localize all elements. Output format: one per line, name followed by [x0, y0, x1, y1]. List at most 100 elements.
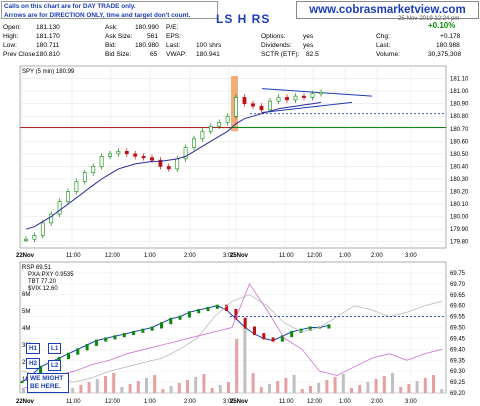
price-candle: [99, 156, 104, 167]
volume-bar: [145, 378, 148, 393]
options-value: yes: [303, 33, 314, 40]
lower-chart-title: RSP 69.51: [22, 265, 52, 271]
dividends-label: Dividends:: [261, 42, 292, 49]
vwap-value: 180.941: [196, 51, 220, 58]
rsp-candle: [215, 304, 219, 309]
price-candle: [251, 103, 255, 107]
volume-bar: [399, 387, 403, 393]
lower-y-tick-label: 69.50: [450, 326, 466, 332]
volume-bar: [432, 375, 435, 393]
main-y-tick-label: 180.70: [450, 127, 469, 133]
dividends-value: yes: [303, 42, 314, 49]
volume-tick-label: 6M: [22, 292, 30, 298]
rsp-candle: [299, 328, 303, 333]
volume-bar: [227, 382, 230, 393]
main-x-tick-label: 2:00: [184, 253, 196, 259]
volume-bar: [300, 389, 304, 393]
price-candle: [242, 97, 247, 104]
lower-legend-entry: $VIX 12.60: [28, 286, 58, 292]
volume-bar: [235, 339, 239, 393]
main-x-tick-label: 3:00: [223, 253, 235, 259]
rsp-candle: [141, 328, 145, 333]
site-url[interactable]: www.cobrasmarketview.com: [296, 1, 479, 19]
price-candle: [116, 151, 121, 155]
rsp-candle: [113, 335, 117, 340]
price-candle: [293, 95, 298, 101]
lower-x-tick-label: 11:00: [66, 399, 81, 405]
open-label: Open:: [3, 24, 21, 31]
main-y-tick-label: 180.40: [450, 164, 469, 170]
volume-bar: [276, 381, 280, 393]
volume-bar: [95, 379, 99, 393]
price-candle: [124, 151, 129, 155]
volume-tick-label: 1M: [22, 377, 30, 383]
main-y-tick-label: 180.30: [450, 177, 469, 183]
volume-bar: [284, 378, 288, 393]
rsp-candle: [290, 330, 294, 338]
volume-bar: [325, 380, 329, 393]
price-candle: [74, 181, 79, 192]
notice-line-1: Calls on this chart are for DAY TRADE on…: [4, 3, 136, 10]
volume-bar: [251, 373, 255, 393]
triangle-top-line: [261, 88, 373, 97]
volume-bar: [136, 381, 140, 393]
main-x-tick-label: 22Nov: [16, 253, 35, 259]
price-candle: [82, 172, 87, 182]
volume-bar: [366, 382, 370, 393]
header-date: 25-Nov-2019 12:24 pm: [398, 16, 460, 22]
rsp-candle: [85, 343, 89, 351]
volume-bar: [341, 374, 345, 393]
annotation-h2: H2: [26, 358, 41, 369]
volume-bar: [391, 373, 394, 393]
ask-size-label: Ask Size:: [105, 33, 133, 40]
volume-value: 30,375,308: [428, 51, 462, 58]
lower-x-tick-label: 2:00: [371, 399, 383, 405]
ask-size-value: 561: [147, 33, 159, 40]
volume-bar: [382, 376, 386, 393]
lower-x-tick-label: 2:00: [184, 399, 196, 405]
rsp-candle: [150, 326, 154, 331]
price-candle: [268, 100, 272, 111]
main-x-tick-label: 3:00: [405, 253, 417, 259]
main-x-tick-label: 11:00: [279, 253, 294, 259]
main-chart-title: SPY (5 min) 180.99: [22, 69, 75, 75]
rsp-candle: [262, 333, 266, 340]
lower-y-tick-label: 69.30: [450, 369, 466, 375]
volume-bar: [415, 381, 419, 393]
price-candle: [108, 153, 112, 157]
volume-bar: [317, 383, 321, 393]
volume-bar: [407, 384, 411, 393]
lower-legend-entry: TBT 77.20: [28, 279, 57, 285]
low-label: Low:: [3, 42, 17, 49]
triangle-bottom-line: [261, 101, 353, 113]
volume-tick-label: 4M: [22, 326, 30, 332]
annotation-we-might-be-here: WE MIGHT BE HERE.: [27, 373, 69, 393]
price-candle: [158, 159, 163, 167]
price-candle: [319, 92, 323, 95]
rsp-candle: [327, 324, 331, 329]
price-candle: [208, 125, 213, 132]
main-x-tick-label: 12:00: [307, 253, 323, 259]
volume-bar: [243, 321, 247, 393]
volume-tick-label: 5M: [22, 309, 30, 315]
rsp-candle: [132, 330, 136, 336]
ask-value: 180.990: [135, 24, 159, 31]
main-y-tick-label: 181.10: [450, 77, 469, 83]
volume-bar: [218, 385, 222, 393]
price-candle: [141, 156, 146, 159]
volume-bar: [440, 389, 444, 393]
rsp-candle: [280, 335, 284, 342]
lower-x-tick-label: 25Nov: [230, 399, 249, 405]
main-x-tick-label: 11:00: [66, 253, 81, 259]
volume-bar: [423, 378, 427, 393]
main-x-tick-label: 25Nov: [230, 253, 249, 259]
lower-x-tick-label: 12:00: [307, 399, 323, 405]
main-y-tick-label: 180.50: [450, 152, 469, 158]
price-candle: [225, 115, 230, 123]
tbt-line: [21, 282, 443, 389]
rsp-candle: [253, 326, 256, 336]
lower-y-tick-label: 69.35: [450, 358, 466, 364]
ticker-symbol: LS H RS: [216, 12, 271, 26]
